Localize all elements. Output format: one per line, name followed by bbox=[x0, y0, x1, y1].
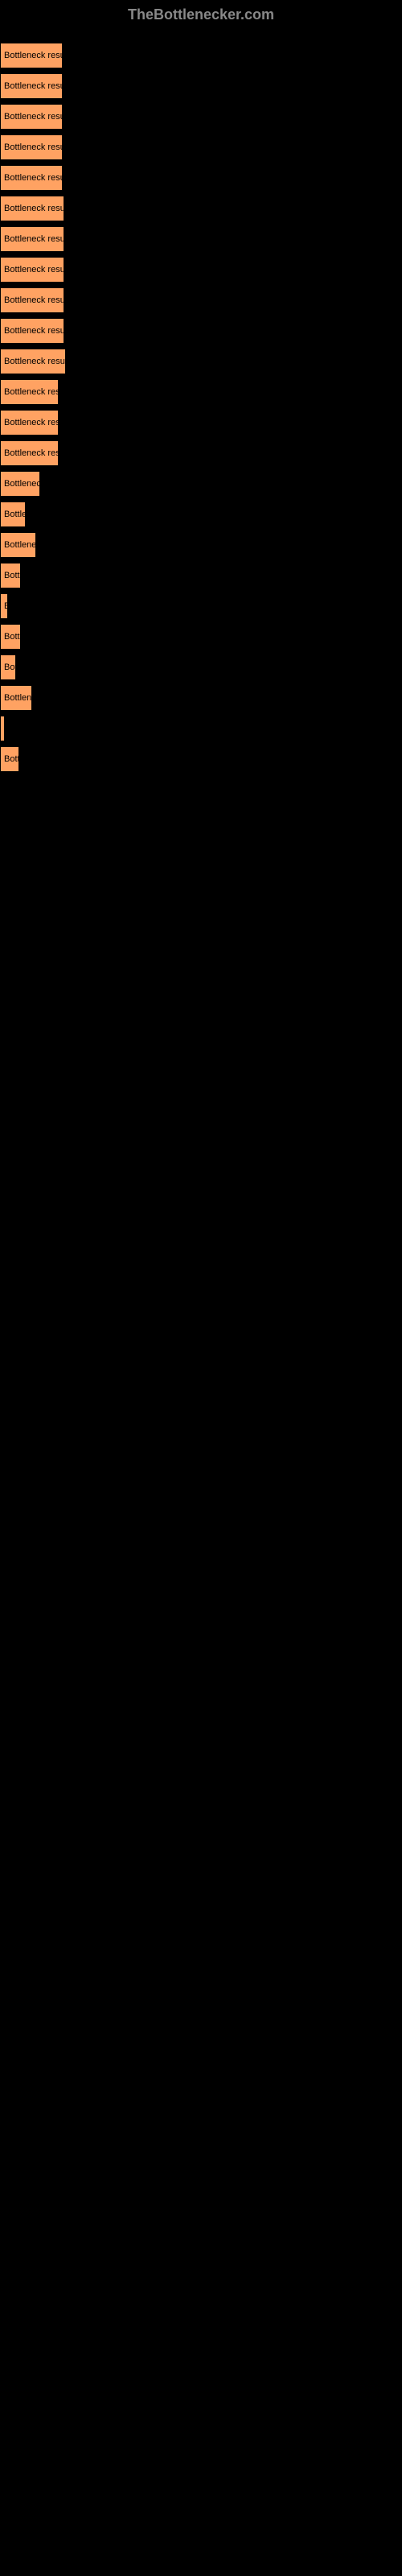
bar-label: Bottler bbox=[4, 510, 25, 519]
bar-label: Bottleneck result bbox=[4, 295, 64, 305]
bar: Bottleneck result bbox=[0, 287, 64, 313]
bar-label: Bottleneck result bbox=[4, 234, 64, 244]
bar: Bottleneck result bbox=[0, 134, 63, 160]
bar-label: Bottleneck result bbox=[4, 265, 64, 275]
bar-label: Bottl bbox=[4, 571, 20, 580]
bar: Bot bbox=[0, 654, 16, 680]
bar: Bottleneck result bbox=[0, 349, 66, 374]
bar-row bbox=[0, 716, 402, 741]
bar-label: Bottleneck result bbox=[4, 51, 62, 60]
bar-label: Bottlenec bbox=[4, 540, 35, 550]
bar-label: Bot bbox=[4, 663, 15, 672]
bar-chart: Bottleneck result Bottleneck result Bottle… bbox=[0, 30, 402, 785]
header: TheBottlenecker.com bbox=[0, 0, 402, 30]
bar: Bottleneck bbox=[0, 471, 40, 497]
bar-label: Bottleneck result bbox=[4, 112, 62, 122]
bar-row: Bottl bbox=[0, 563, 402, 588]
bar-row: Bottl bbox=[0, 624, 402, 650]
bar: Bottleneck result bbox=[0, 226, 64, 252]
bar-row: Bottler bbox=[0, 502, 402, 527]
bar-row: Bottleneck result bbox=[0, 43, 402, 68]
bar-label: Bottleneck result bbox=[4, 204, 64, 213]
bar-row: Bot bbox=[0, 654, 402, 680]
bar-label: Bottlene bbox=[4, 693, 31, 703]
bar: Bottlenec bbox=[0, 532, 36, 558]
bar: Bottleneck resu bbox=[0, 379, 59, 405]
bar-row: Bottleneck result bbox=[0, 165, 402, 191]
bar-row: Bottlene bbox=[0, 685, 402, 711]
bar-label: Bottleneck result bbox=[4, 357, 65, 366]
bar: Bottleneck resu bbox=[0, 440, 59, 466]
bar-label: Bottleneck result bbox=[4, 81, 62, 91]
bar-label: Bottleneck resu bbox=[4, 387, 58, 397]
bar bbox=[0, 716, 5, 741]
bar-label: Bottleneck resu bbox=[4, 448, 58, 458]
bar: B bbox=[0, 593, 8, 619]
bar-label: Bottl bbox=[4, 632, 20, 642]
bar: Bott bbox=[0, 746, 19, 772]
bar: Bottleneck result bbox=[0, 318, 64, 344]
bar: Bottler bbox=[0, 502, 26, 527]
bar-label: Bottleneck result bbox=[4, 326, 64, 336]
bar-row: Bottleneck result bbox=[0, 349, 402, 374]
bar-label: Bottleneck resu bbox=[4, 418, 58, 427]
bar: Bottlene bbox=[0, 685, 32, 711]
bar-row: Bott bbox=[0, 746, 402, 772]
bar-row: B bbox=[0, 593, 402, 619]
bar-label: Bottleneck bbox=[4, 479, 39, 489]
bar-row: Bottleneck resu bbox=[0, 379, 402, 405]
bar: Bottleneck result bbox=[0, 43, 63, 68]
bar: Bottl bbox=[0, 624, 21, 650]
bar-row: Bottleneck result bbox=[0, 104, 402, 130]
bar: Bottleneck result bbox=[0, 73, 63, 99]
bar-row: Bottleneck result bbox=[0, 257, 402, 283]
bar-row: Bottleneck result bbox=[0, 196, 402, 221]
bar-label: B bbox=[4, 601, 7, 611]
bar-row: Bottleneck result bbox=[0, 287, 402, 313]
bar: Bottleneck result bbox=[0, 196, 64, 221]
bar-row: Bottleneck result bbox=[0, 134, 402, 160]
bar-row: Bottleneck result bbox=[0, 318, 402, 344]
bar: Bottleneck resu bbox=[0, 410, 59, 436]
bar-row: Bottlenec bbox=[0, 532, 402, 558]
bar-label: Bott bbox=[4, 754, 18, 764]
bar-row: Bottleneck bbox=[0, 471, 402, 497]
bar-row: Bottleneck result bbox=[0, 226, 402, 252]
bar: Bottl bbox=[0, 563, 21, 588]
bar-label: Bottleneck result bbox=[4, 142, 62, 152]
site-title: TheBottlenecker.com bbox=[128, 6, 274, 23]
bar-row: Bottleneck resu bbox=[0, 440, 402, 466]
bar-row: Bottleneck result bbox=[0, 73, 402, 99]
bar: Bottleneck result bbox=[0, 257, 64, 283]
bar-row: Bottleneck resu bbox=[0, 410, 402, 436]
bar-label: Bottleneck result bbox=[4, 173, 62, 183]
bar: Bottleneck result bbox=[0, 165, 63, 191]
bar: Bottleneck result bbox=[0, 104, 63, 130]
